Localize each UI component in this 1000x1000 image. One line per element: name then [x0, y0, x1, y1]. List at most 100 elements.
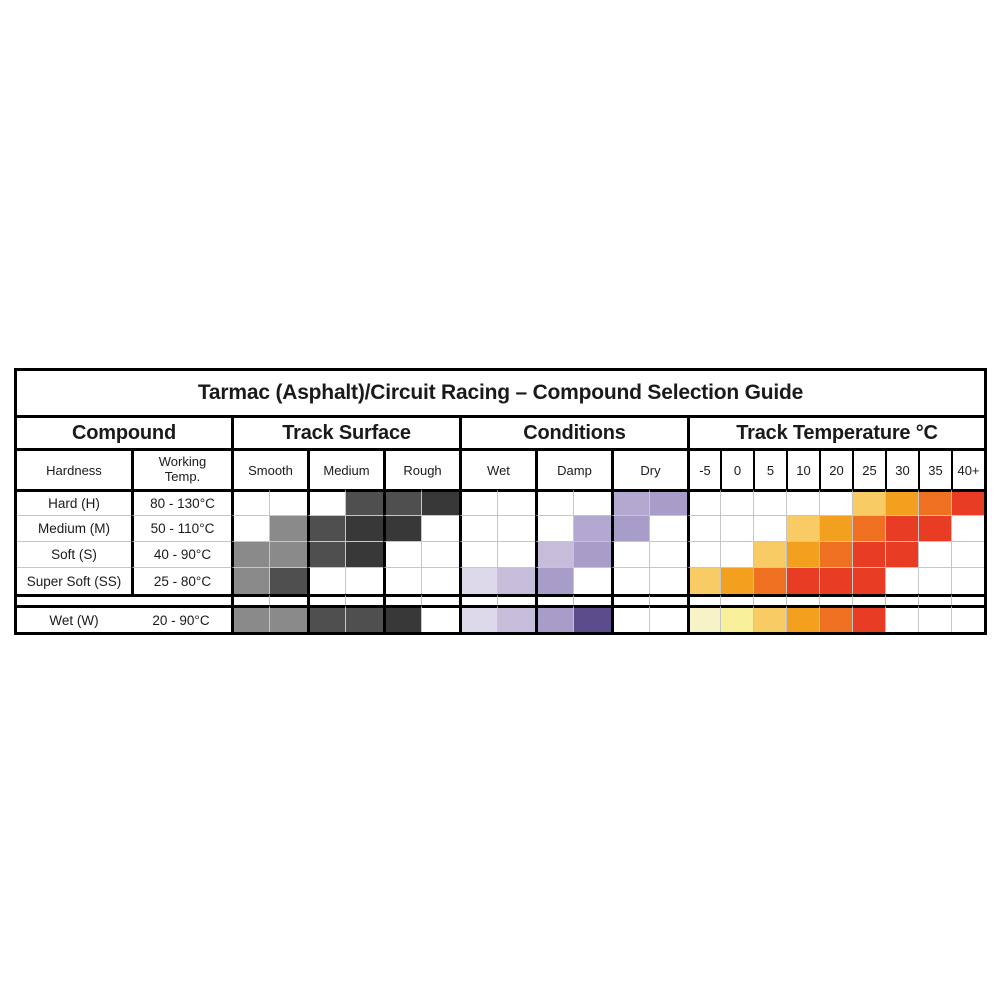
- temperature-cell: [918, 515, 951, 541]
- surface-cell: [307, 515, 345, 541]
- temperature-cell: [687, 489, 720, 515]
- conditions-cell: [535, 489, 573, 515]
- conditions-cell: [459, 489, 497, 515]
- temperature-cell: [951, 567, 984, 594]
- row-label-super-soft-ss: Super Soft (SS): [17, 567, 131, 594]
- conditions-cell: [573, 605, 611, 632]
- separator-band: [17, 594, 231, 605]
- col-header-temp-25: 25: [852, 448, 885, 489]
- group-header-track-surface: Track Surface: [231, 415, 459, 448]
- conditions-cell: [535, 567, 573, 594]
- separator-band: [951, 594, 984, 605]
- temperature-cell: [687, 567, 720, 594]
- separator-band: [573, 594, 611, 605]
- temperature-cell: [720, 515, 753, 541]
- surface-cell: [421, 567, 459, 594]
- surface-cell: [345, 567, 383, 594]
- temperature-cell: [852, 541, 885, 567]
- surface-cell: [383, 567, 421, 594]
- row-working-temp-medium-m: 50 - 110°C: [131, 515, 231, 541]
- surface-cell: [345, 515, 383, 541]
- separator-band: [421, 594, 459, 605]
- conditions-cell: [535, 605, 573, 632]
- separator-band: [231, 594, 269, 605]
- separator-band: [918, 594, 951, 605]
- conditions-cell: [573, 489, 611, 515]
- conditions-cell: [611, 605, 649, 632]
- temperature-cell: [885, 567, 918, 594]
- conditions-cell: [497, 489, 535, 515]
- col-header-hardness: Hardness: [17, 448, 131, 489]
- separator-band: [497, 594, 535, 605]
- col-header-temp--5: -5: [687, 448, 720, 489]
- group-header-track-temperature: Track Temperature °C: [687, 415, 984, 448]
- separator-band: [307, 594, 345, 605]
- col-header-temp-10: 10: [786, 448, 819, 489]
- surface-cell: [231, 489, 269, 515]
- surface-cell: [383, 605, 421, 632]
- surface-cell: [383, 515, 421, 541]
- conditions-cell: [649, 489, 687, 515]
- conditions-cell: [611, 489, 649, 515]
- temperature-cell: [819, 605, 852, 632]
- conditions-cell: [497, 567, 535, 594]
- temperature-cell: [720, 489, 753, 515]
- conditions-cell: [649, 515, 687, 541]
- separator-band: [383, 594, 421, 605]
- surface-cell: [231, 605, 269, 632]
- temperature-cell: [885, 489, 918, 515]
- temperature-cell: [918, 541, 951, 567]
- col-header-rough: Rough: [383, 448, 459, 489]
- conditions-cell: [649, 567, 687, 594]
- col-header-temp-0: 0: [720, 448, 753, 489]
- surface-cell: [307, 567, 345, 594]
- surface-cell: [345, 605, 383, 632]
- temperature-cell: [753, 605, 786, 632]
- conditions-cell: [459, 541, 497, 567]
- surface-cell: [231, 541, 269, 567]
- col-header-temp-40plus: 40+: [951, 448, 984, 489]
- temperature-cell: [918, 567, 951, 594]
- surface-cell: [421, 515, 459, 541]
- conditions-cell: [497, 605, 535, 632]
- temperature-cell: [786, 541, 819, 567]
- surface-cell: [269, 605, 307, 632]
- col-header-smooth: Smooth: [231, 448, 307, 489]
- col-header-temp-35: 35: [918, 448, 951, 489]
- row-label-wet-w: Wet (W): [17, 605, 131, 632]
- temperature-cell: [885, 541, 918, 567]
- conditions-cell: [573, 567, 611, 594]
- separator-band: [885, 594, 918, 605]
- conditions-cell: [611, 541, 649, 567]
- temperature-cell: [918, 605, 951, 632]
- temperature-cell: [918, 489, 951, 515]
- surface-cell: [383, 489, 421, 515]
- temperature-cell: [852, 567, 885, 594]
- temperature-cell: [786, 515, 819, 541]
- temperature-cell: [885, 515, 918, 541]
- row-working-temp-wet-w: 20 - 90°C: [131, 605, 231, 632]
- col-header-temp-20: 20: [819, 448, 852, 489]
- separator-band: [786, 594, 819, 605]
- temperature-cell: [852, 605, 885, 632]
- surface-cell: [307, 489, 345, 515]
- row-label-medium-m: Medium (M): [17, 515, 131, 541]
- temperature-cell: [720, 567, 753, 594]
- separator-band: [535, 594, 573, 605]
- temperature-cell: [852, 489, 885, 515]
- surface-cell: [269, 515, 307, 541]
- temperature-cell: [687, 515, 720, 541]
- conditions-cell: [573, 515, 611, 541]
- temperature-cell: [720, 605, 753, 632]
- conditions-cell: [535, 541, 573, 567]
- surface-cell: [269, 489, 307, 515]
- surface-cell: [421, 489, 459, 515]
- surface-cell: [421, 541, 459, 567]
- table-title: Tarmac (Asphalt)/Circuit Racing – Compou…: [17, 371, 984, 415]
- col-header-medium: Medium: [307, 448, 383, 489]
- col-header-temp-30: 30: [885, 448, 918, 489]
- surface-cell: [269, 541, 307, 567]
- separator-band: [345, 594, 383, 605]
- temperature-cell: [720, 541, 753, 567]
- surface-cell: [345, 489, 383, 515]
